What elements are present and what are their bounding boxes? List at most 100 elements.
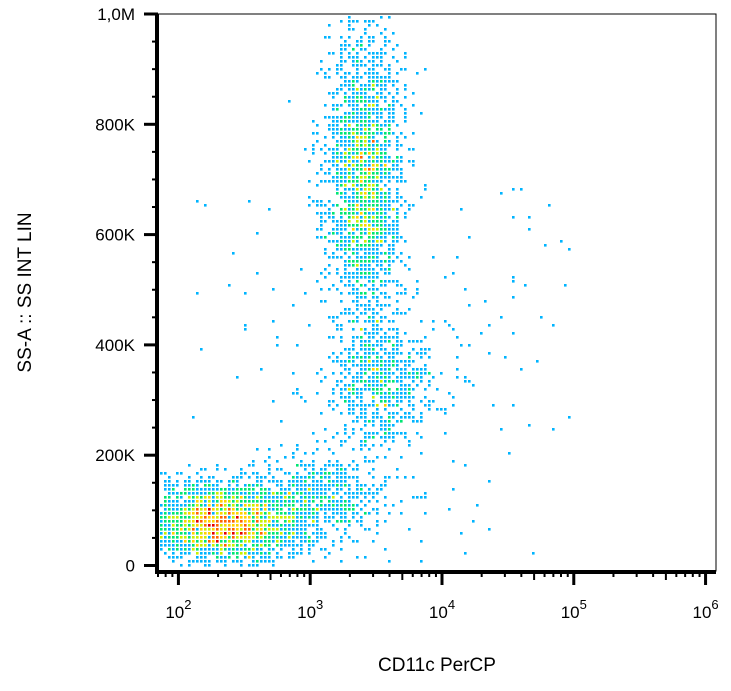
density-dot (228, 528, 231, 531)
density-dot (216, 560, 219, 563)
density-dot (444, 432, 447, 435)
density-dot (320, 532, 323, 535)
density-dot (224, 508, 227, 511)
density-dot (400, 312, 403, 315)
density-dot (216, 540, 219, 543)
density-dot (276, 460, 279, 463)
density-dot (384, 504, 387, 507)
density-dot (200, 532, 203, 535)
density-dot (348, 384, 351, 387)
density-dot (392, 236, 395, 239)
density-dot (316, 512, 319, 515)
density-dot (164, 528, 167, 531)
density-dot (260, 516, 263, 519)
density-dot (340, 44, 343, 47)
density-dot (220, 528, 223, 531)
density-dot (264, 528, 267, 531)
density-dot (396, 432, 399, 435)
density-dot (220, 520, 223, 523)
density-dot (324, 520, 327, 523)
density-dot (360, 356, 363, 359)
density-dot (356, 364, 359, 367)
density-dot (380, 240, 383, 243)
density-dot (180, 548, 183, 551)
density-dot (328, 496, 331, 499)
density-dot (284, 528, 287, 531)
density-dot (368, 308, 371, 311)
density-dot (356, 152, 359, 155)
density-dot (368, 300, 371, 303)
density-dot (236, 560, 239, 563)
density-dot (388, 196, 391, 199)
y-tick-label: 1,0M (97, 5, 135, 24)
density-dot (340, 240, 343, 243)
density-dot (360, 224, 363, 227)
density-dot (228, 532, 231, 535)
density-dot (364, 32, 367, 35)
density-dot (332, 500, 335, 503)
density-dot (392, 360, 395, 363)
density-dot (388, 112, 391, 115)
density-dot (376, 492, 379, 495)
density-dot (268, 448, 271, 451)
density-dot (352, 404, 355, 407)
density-dot (356, 540, 359, 543)
density-dot (344, 312, 347, 315)
density-dot (252, 472, 255, 475)
density-dot (360, 444, 363, 447)
density-dot (200, 560, 203, 563)
density-dot (392, 336, 395, 339)
density-dot (164, 500, 167, 503)
density-dot (176, 516, 179, 519)
density-dot (344, 160, 347, 163)
density-dot (372, 80, 375, 83)
density-dot (348, 260, 351, 263)
density-dot (404, 368, 407, 371)
density-dot (376, 224, 379, 227)
density-dot (372, 384, 375, 387)
density-dot (340, 472, 343, 475)
density-dot (344, 424, 347, 427)
density-dot (168, 520, 171, 523)
density-dot (352, 224, 355, 227)
density-dot (288, 500, 291, 503)
density-dot (260, 504, 263, 507)
density-dot (308, 196, 311, 199)
density-dot (192, 544, 195, 547)
density-dot (216, 484, 219, 487)
density-dot (280, 544, 283, 547)
density-dot (412, 388, 415, 391)
density-dot (268, 528, 271, 531)
density-dot (200, 520, 203, 523)
density-dot (488, 528, 491, 531)
density-dot (356, 56, 359, 59)
density-dot (256, 476, 259, 479)
density-dot (340, 336, 343, 339)
density-dot (344, 388, 347, 391)
density-dot (304, 536, 307, 539)
density-dot (364, 132, 367, 135)
density-dot (300, 520, 303, 523)
density-dot (412, 380, 415, 383)
density-dot (340, 236, 343, 239)
density-dot (404, 136, 407, 139)
density-dot (376, 456, 379, 459)
density-dot (368, 336, 371, 339)
density-dot (204, 468, 207, 471)
density-dot (180, 472, 183, 475)
density-dot (376, 92, 379, 95)
density-dot (268, 536, 271, 539)
density-dot (340, 512, 343, 515)
density-dot (300, 512, 303, 515)
density-dot (192, 488, 195, 491)
density-dot (364, 496, 367, 499)
density-dot (300, 476, 303, 479)
density-dot (364, 172, 367, 175)
density-dot (400, 360, 403, 363)
density-dot (388, 280, 391, 283)
density-dot (364, 356, 367, 359)
density-dot (372, 76, 375, 79)
density-dot (348, 360, 351, 363)
density-dot (336, 232, 339, 235)
density-dot (200, 496, 203, 499)
